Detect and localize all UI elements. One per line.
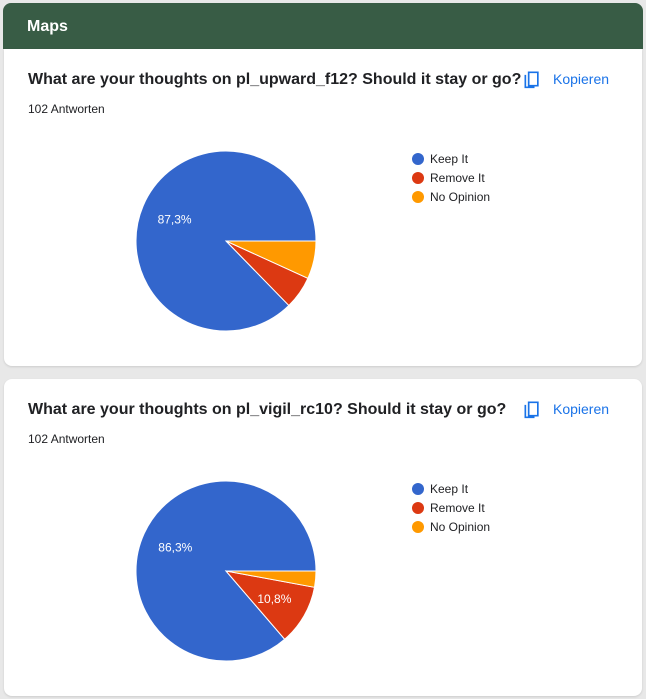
chart-legend: Keep It Remove It No Opinion: [412, 479, 490, 536]
question-card: What are your thoughts on pl_vigil_rc10?…: [4, 379, 642, 696]
section-header: Maps: [3, 3, 643, 49]
legend-item: Keep It: [412, 479, 490, 498]
section-title: Maps: [27, 18, 68, 35]
slice-data-label: 87,3%: [158, 212, 192, 226]
pie-slice-no-opinion[interactable]: [225, 240, 317, 279]
slice-data-label: 86,3%: [158, 541, 192, 555]
legend-swatch: [412, 171, 424, 184]
copy-label: Kopieren: [553, 71, 610, 87]
legend-swatch: [412, 501, 424, 514]
response-count: 102 Antworten: [28, 432, 105, 446]
legend-swatch: [412, 520, 424, 533]
legend-item: No Opinion: [412, 187, 490, 206]
copy-icon: [524, 71, 539, 89]
pie-chart: 87,3%: [135, 150, 317, 332]
legend-label: Keep It: [430, 481, 469, 496]
legend-item: Remove It: [412, 168, 490, 187]
copy-button[interactable]: Kopieren: [522, 67, 609, 91]
chart-legend: Keep It Remove It No Opinion: [412, 149, 490, 206]
pie-chart: 86,3% 10,8%: [135, 480, 317, 662]
legend-label: No Opinion: [430, 519, 491, 534]
legend-swatch: [412, 482, 424, 495]
copy-icon: [524, 401, 539, 419]
legend-label: Remove It: [430, 500, 485, 515]
legend-item: Remove It: [412, 498, 490, 517]
copy-label: Kopieren: [553, 401, 610, 417]
legend-swatch: [412, 190, 424, 203]
question-card: What are your thoughts on pl_upward_f12?…: [4, 49, 642, 366]
legend-label: No Opinion: [430, 189, 491, 204]
legend-item: No Opinion: [412, 517, 490, 536]
response-count: 102 Antworten: [28, 102, 105, 116]
slice-data-label: 10,8%: [257, 592, 291, 606]
legend-label: Remove It: [430, 170, 485, 185]
legend-swatch: [412, 152, 424, 165]
legend-item: Keep It: [412, 149, 490, 168]
copy-button[interactable]: Kopieren: [522, 397, 609, 421]
pie-slice-no-opinion[interactable]: [225, 570, 317, 588]
question-title: What are your thoughts on pl_vigil_rc10?…: [28, 401, 507, 418]
legend-label: Keep It: [430, 151, 469, 166]
question-title: What are your thoughts on pl_upward_f12?…: [28, 71, 522, 88]
